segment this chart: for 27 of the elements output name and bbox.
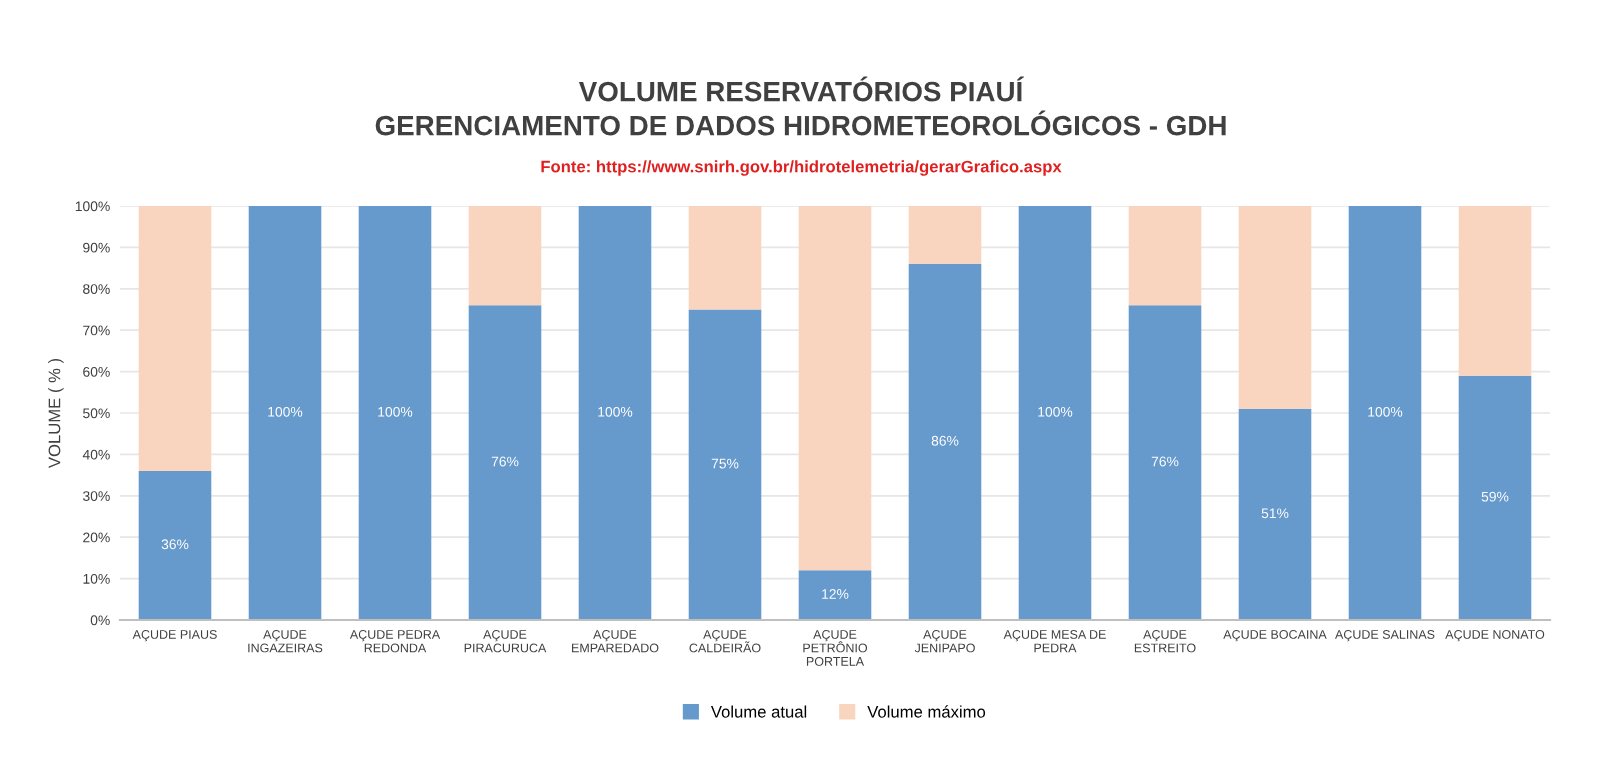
bar: [688, 206, 762, 310]
bar: [138, 470, 212, 620]
y-axis-title: VOLUME ( % ): [48, 358, 64, 469]
bar: [1018, 206, 1092, 620]
bar: [468, 206, 542, 306]
bar: [1348, 206, 1422, 620]
bar: [1238, 206, 1312, 409]
bar: [1128, 206, 1202, 306]
bar: [248, 206, 322, 620]
bar: [138, 206, 212, 471]
bar: [1238, 408, 1312, 620]
legend-label: Volume atual: [710, 705, 807, 718]
bar: [1458, 375, 1532, 620]
bar: [578, 206, 652, 620]
bar: [688, 309, 762, 620]
bar: [1128, 305, 1202, 620]
bar: [358, 206, 432, 620]
bar: [468, 305, 542, 620]
bar: [1458, 206, 1532, 376]
bar: [908, 206, 982, 264]
legend-label: Volume máximo: [867, 705, 986, 718]
source-note: Fonte: https://www.snirh.gov.br/hidrotelemetria/gerarGrafico.aspx: [541, 160, 1062, 176]
bar: [798, 206, 872, 571]
bar: [798, 570, 872, 620]
chart-title: VOLUME RESERVATÓRIOS PIAUÍ: [578, 76, 1024, 102]
chart-subtitle: GERENCIAMENTO DE DADOS HIDROMETEOROLÓGICOS - GDH: [375, 110, 1226, 136]
bar: [908, 263, 982, 620]
